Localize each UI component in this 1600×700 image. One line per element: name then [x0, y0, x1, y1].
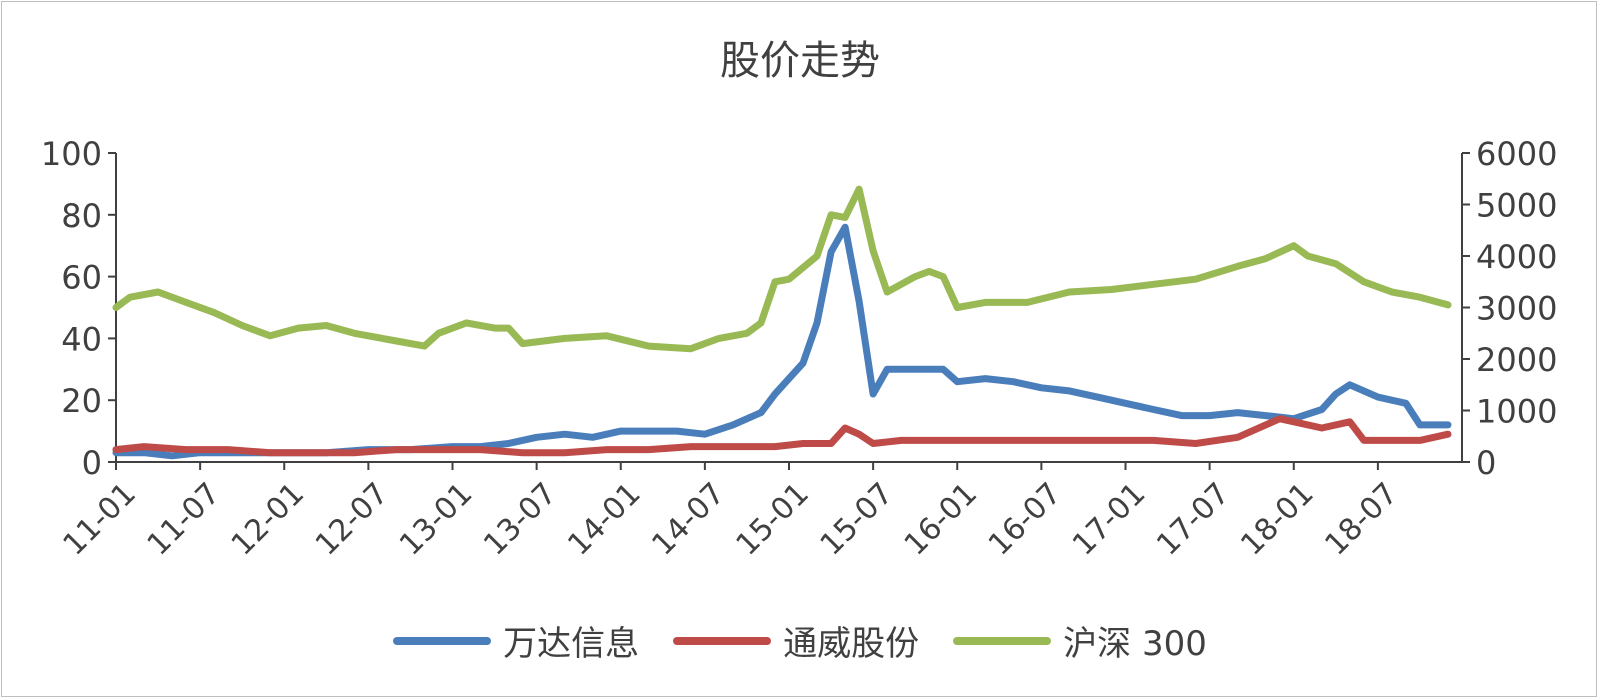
- x-tick-label: 16-07: [982, 476, 1068, 562]
- series-lines: [112, 185, 1452, 460]
- legend: 万达信息 通威股份 沪深 300: [0, 616, 1600, 665]
- x-tick-label: 17-07: [1150, 476, 1236, 562]
- y-left-tick-label: 100: [41, 135, 102, 173]
- legend-item-hs300: 沪深 300: [953, 616, 1207, 665]
- legend-swatch-tongwei: [673, 636, 772, 645]
- y-right-tick-label: 5000: [1476, 187, 1557, 225]
- y-right-tick-label: 2000: [1476, 341, 1557, 379]
- x-tick-label: 15-01: [730, 476, 816, 562]
- x-tick-label: 14-07: [645, 476, 731, 562]
- y-right-tick-label: 6000: [1476, 135, 1557, 173]
- y-left-tick-label: 0: [82, 444, 102, 482]
- x-tick-label: 12-01: [225, 476, 311, 562]
- legend-swatch-wanda: [393, 636, 492, 645]
- axes: 020406080100010002000300040005000600011-…: [41, 135, 1558, 563]
- x-tick-label: 13-07: [477, 476, 563, 562]
- x-tick-label: 13-01: [393, 476, 479, 562]
- legend-label-tongwei: 通威股份: [783, 624, 920, 664]
- y-right-tick-label: 1000: [1476, 393, 1557, 431]
- legend-item-wanda: 万达信息: [393, 616, 639, 665]
- legend-label-hs300: 沪深 300: [1063, 624, 1207, 664]
- x-tick-label: 18-07: [1318, 476, 1404, 562]
- y-left-tick-label: 20: [61, 382, 102, 420]
- series-line-2: [112, 185, 1452, 353]
- y-left-tick-label: 80: [61, 197, 102, 235]
- x-tick-label: 17-01: [1066, 476, 1152, 562]
- x-tick-label: 12-07: [309, 476, 395, 562]
- x-tick-label: 11-07: [141, 476, 227, 562]
- series-line-1: [112, 415, 1452, 457]
- x-tick-label: 18-01: [1234, 476, 1320, 562]
- chart-title: 股价走势: [720, 38, 880, 84]
- legend-swatch-hs300: [953, 636, 1052, 645]
- x-tick-label: 16-01: [898, 476, 984, 562]
- x-tick-label: 15-07: [814, 476, 900, 562]
- x-tick-label: 14-01: [561, 476, 647, 562]
- x-tick-label: 11-01: [57, 476, 143, 562]
- legend-item-tongwei: 通威股份: [673, 616, 919, 665]
- y-right-tick-label: 3000: [1476, 290, 1557, 328]
- y-right-tick-label: 4000: [1476, 238, 1557, 276]
- y-right-tick-label: 0: [1476, 444, 1496, 482]
- y-left-tick-label: 60: [61, 259, 102, 297]
- legend-label-wanda: 万达信息: [503, 624, 640, 664]
- y-left-tick-label: 40: [61, 320, 102, 358]
